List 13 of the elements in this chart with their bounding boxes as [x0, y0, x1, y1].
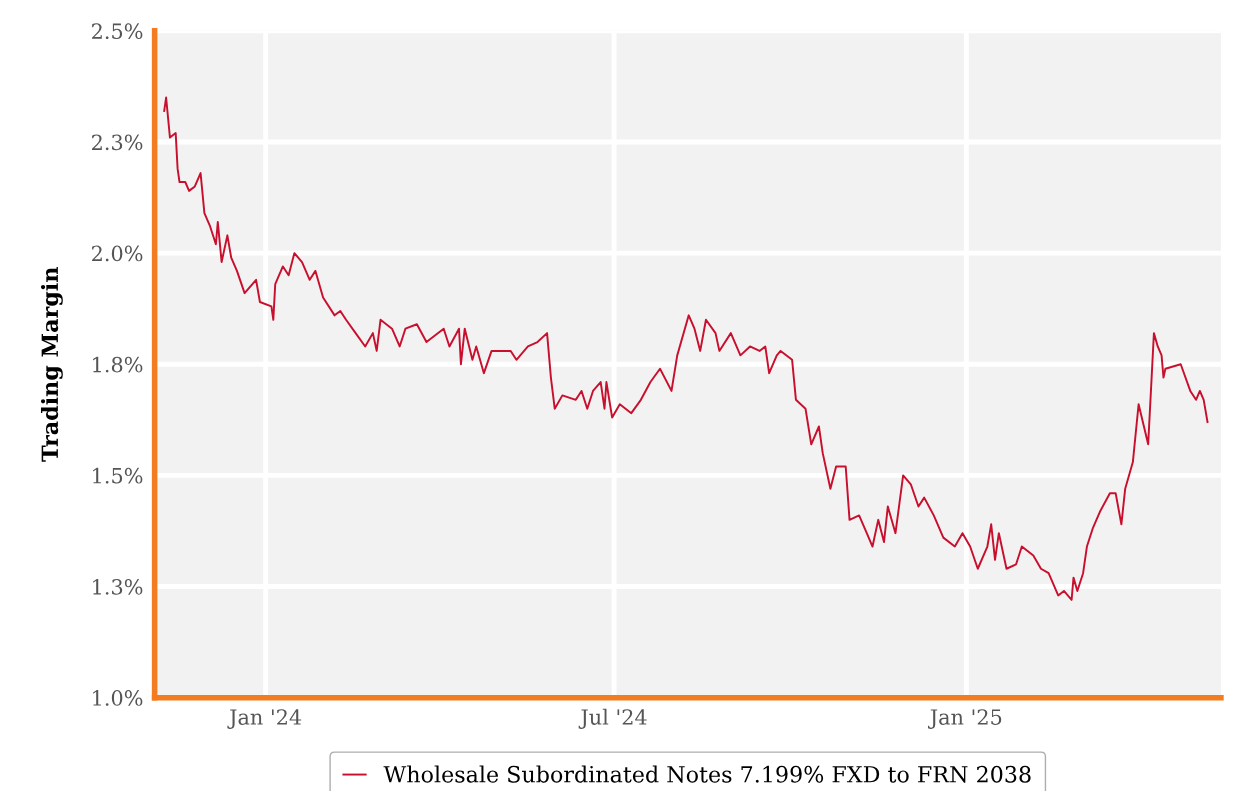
y-tick-label: 2.0% — [92, 245, 143, 262]
x-tick-label: Jan '24 — [227, 709, 302, 729]
y-tick-label: 2.5% — [92, 23, 143, 40]
y-tick-label: 1.3% — [93, 578, 143, 595]
legend-label: Wholesale Subordinated Notes 7.199% FXD to FRN 2038 — [383, 765, 1031, 783]
x-tick-label: Jan '25 — [928, 709, 1002, 729]
y-tick-label: 1.5% — [93, 467, 143, 484]
y-tick-label: 2.3% — [92, 134, 143, 151]
y-axis-title: Trading Margin — [40, 267, 63, 462]
x-tick-label: Jul '24 — [578, 708, 647, 729]
line-series — [163, 96, 1209, 601]
y-tick-label: 1.0% — [93, 690, 143, 706]
y-tick-label: 1.8% — [93, 356, 143, 373]
